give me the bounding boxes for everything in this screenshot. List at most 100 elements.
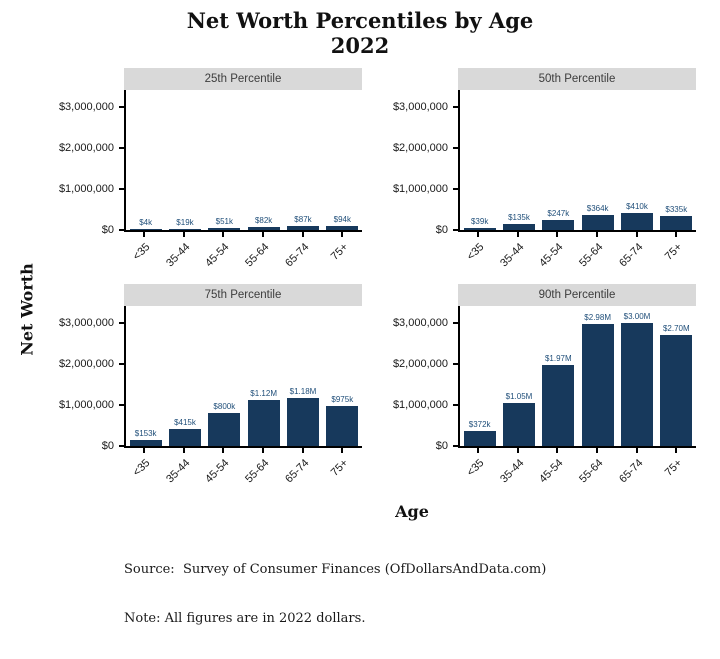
y-axis-tick-mark [119,445,124,448]
x-axis-tick-mark [476,448,479,454]
y-axis-tick-mark [119,404,124,407]
bar-<35 [463,431,496,447]
bar-slot: $415k [165,306,204,447]
facet-panel-25th: 25th Percentile $0 $1,000,000 $2,000,000 $3,… [34,68,362,284]
x-axis-tick-mark [182,232,185,238]
y-axis: $0 $1,000,000 $2,000,000 $3,000,000 [368,306,458,452]
chart-footer: Source: Survey of Consumer Finances (OfD… [0,529,720,659]
x-axis-tick-mark [556,232,559,238]
y-axis-tick-label: $3,000,000 [392,317,448,330]
bar-slot: $1.05M [499,306,538,447]
bar-75+ [326,406,359,447]
bar-slot: $82k [244,90,283,231]
bar-slot: $247k [539,90,578,231]
bar-75+ [660,216,693,231]
x-axis-tick-mark [222,448,225,454]
bar-65-74 [620,213,653,231]
net-worth-percentiles-chart: Net Worth Percentiles by Age 2022 Net Wo… [0,0,720,626]
y-axis-tick-label: $0 [101,440,114,453]
facet-panel-90th: 90th Percentile $0 $1,000,000 $2,000,000 $3,… [368,284,696,500]
bar-value-label: $247k [547,209,570,219]
x-axis-tick-mark [301,448,304,454]
bar-65-74 [286,226,319,231]
bar-value-label: $39k [470,217,489,227]
chart-title-line1: Net Worth Percentiles by Age [186,8,534,33]
bar-slot: $4k [126,90,165,231]
plot-area: $372k $1.05M $1.97M $2.98M $3.00M $2.70M [458,306,696,449]
x-axis-tick-mark [261,232,264,238]
bar-slot: $372k [460,306,499,447]
bar-slot: $51k [205,90,244,231]
y-axis-tick-label: $1,000,000 [392,399,448,412]
bar-value-label: $415k [174,418,196,428]
y-axis: $0 $1,000,000 $2,000,000 $3,000,000 [368,90,458,236]
x-axis-tick-mark [516,232,519,238]
bar-value-label: $2.70M [662,324,690,334]
y-axis-tick-mark [453,322,458,325]
x-axis-tick-mark [142,232,145,238]
bar-slot: $153k [126,306,165,447]
facet-grid: 25th Percentile $0 $1,000,000 $2,000,000 $3,… [0,68,720,500]
bar-value-label: $87k [294,215,312,225]
bar-value-label: $1.97M [544,354,572,364]
bar-65-74 [620,323,653,447]
y-axis-tick-mark [119,322,124,325]
x-axis-row: <35 35-44 45-54 55-64 65-74 75+ [34,232,362,284]
y-axis-tick-mark [453,229,458,232]
y-axis-spacer [368,68,458,90]
x-axis-row: <35 35-44 45-54 55-64 65-74 75+ [34,448,362,500]
facet-strip: 90th Percentile [458,284,696,307]
y-axis-tick-label: $2,000,000 [392,358,448,371]
bar-value-label: $82k [254,216,273,226]
x-axis-tick-mark [341,232,344,238]
x-axis-tick-mark [595,232,598,238]
bar-35-44 [502,403,535,447]
y-axis-tick-mark [119,229,124,232]
y-axis-tick-label: $2,000,000 [58,358,114,371]
bar-35-44 [168,229,201,231]
y-axis-tick-label: $1,000,000 [392,183,448,196]
bar-value-label: $410k [626,202,648,212]
bar-75+ [326,226,359,231]
facet-title: 50th Percentile [538,73,616,86]
plot-row: $0 $1,000,000 $2,000,000 $3,000,000 $39k $135… [368,90,696,236]
x-axis-tick-mark [675,232,678,238]
bar-45-54 [208,413,241,447]
x-axis-title: Age [395,502,429,522]
y-axis-tick-mark [119,363,124,366]
y-axis-tick-mark [453,188,458,191]
y-axis-tick-mark [119,106,124,109]
bar-value-label: $19k [176,218,194,228]
bar-slot: $94k [323,90,362,231]
facet-panel-75th: 75th Percentile $0 $1,000,000 $2,000,000 $3,… [34,284,362,500]
plot-area: $39k $135k $247k $364k $410k $335k [458,90,696,233]
plot-row: $0 $1,000,000 $2,000,000 $3,000,000 $4k $19k $… [34,90,362,236]
bar-slot: $410k [617,90,656,231]
bar-value-label: $372k [468,420,491,430]
bar-55-64 [581,324,614,447]
facet-title: 90th Percentile [538,289,616,302]
y-axis-tick-label: $0 [101,224,114,237]
bar-slot: $1.97M [539,306,578,447]
facet-row-bottom: 75th Percentile $0 $1,000,000 $2,000,000 $3,… [34,284,720,500]
x-axis-tick-mark [222,232,225,238]
y-axis-tick-mark [453,445,458,448]
x-axis-tick-mark [301,232,304,238]
facet-strip-row: 75th Percentile [34,284,362,307]
bar-value-label: $800k [213,402,236,412]
bar-slot: $2.70M [657,306,696,447]
y-axis-spacer [34,68,124,90]
bar-<35 [129,229,162,231]
x-axis-labels: <35 35-44 45-54 55-64 65-74 75+ [458,232,696,284]
x-axis-labels: <35 35-44 45-54 55-64 65-74 75+ [124,232,362,284]
facet-title: 25th Percentile [204,73,282,86]
bar-slot: $135k [499,90,538,231]
x-axis-tick-mark [182,448,185,454]
plot-row: $0 $1,000,000 $2,000,000 $3,000,000 $372k $1.… [368,306,696,452]
chart-title: Net Worth Percentiles by Age 2022 [0,0,720,58]
facet-strip: 25th Percentile [124,68,362,91]
bar-value-label: $975k [331,395,354,405]
x-axis-tick-mark [142,448,145,454]
bar-value-label: $153k [134,429,157,439]
x-axis-tick-mark [635,232,638,238]
